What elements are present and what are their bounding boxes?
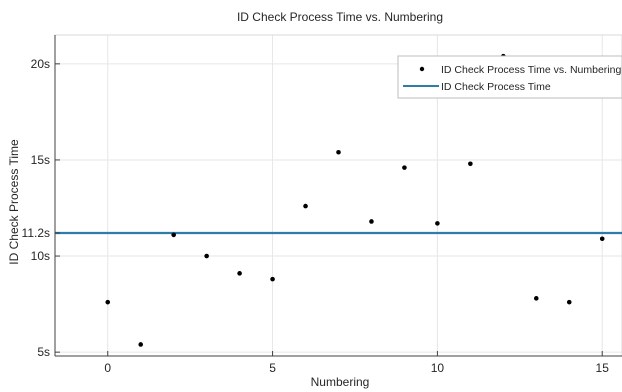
x-axis-label: Numbering [311,375,370,389]
scatter-point [204,254,209,259]
scatter-point [402,165,407,170]
scatter-point [534,296,539,301]
scatter-point [435,221,440,226]
scatter-point [237,271,242,276]
scatter-point [468,161,473,166]
x-tick-label: 15 [596,361,610,375]
scatter-point [171,233,176,238]
legend-label-line: ID Check Process Time [441,81,551,93]
y-tick-label: 5s [37,345,50,359]
y-tick-label: 15s [31,153,50,167]
legend: ID Check Process Time vs. Numbering ID C… [398,56,622,98]
scatter-point [105,300,110,305]
y-tick-label: 11.2s [22,226,50,240]
scatter-point [138,342,143,347]
y-axis-label: ID Check Process Time [7,139,21,265]
y-tick-label: 20s [31,57,50,71]
y-tick-label: 10s [31,249,50,263]
x-tick-label: 5 [269,361,276,375]
scatter-point [369,219,374,224]
scatter-point [600,236,605,241]
x-tick-label: 0 [104,361,111,375]
scatter-point [303,204,308,209]
scatter-point [336,150,341,155]
legend-label-points: ID Check Process Time vs. Numbering [441,64,621,76]
chart-title: ID Check Process Time vs. Numbering [237,10,443,24]
legend-marker-points [420,67,424,71]
scatter-point [270,277,275,282]
scatter-point [567,300,572,305]
x-tick-label: 10 [431,361,445,375]
